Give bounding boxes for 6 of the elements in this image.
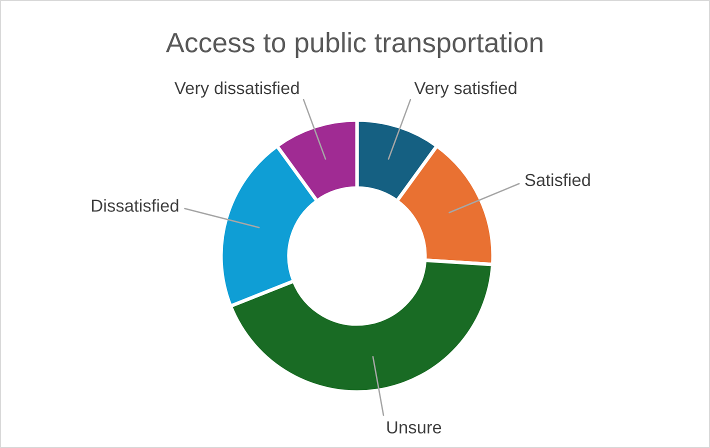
slice-label: Very satisfied — [414, 81, 516, 98]
slice-label: Unsure — [387, 421, 442, 434]
chart-title: Access to public transportation — [166, 32, 542, 58]
slice-label: Satisfied — [525, 173, 590, 186]
slice-label: Very dissatisfied — [174, 81, 299, 98]
slice-label: Dissatisfied — [92, 199, 178, 212]
